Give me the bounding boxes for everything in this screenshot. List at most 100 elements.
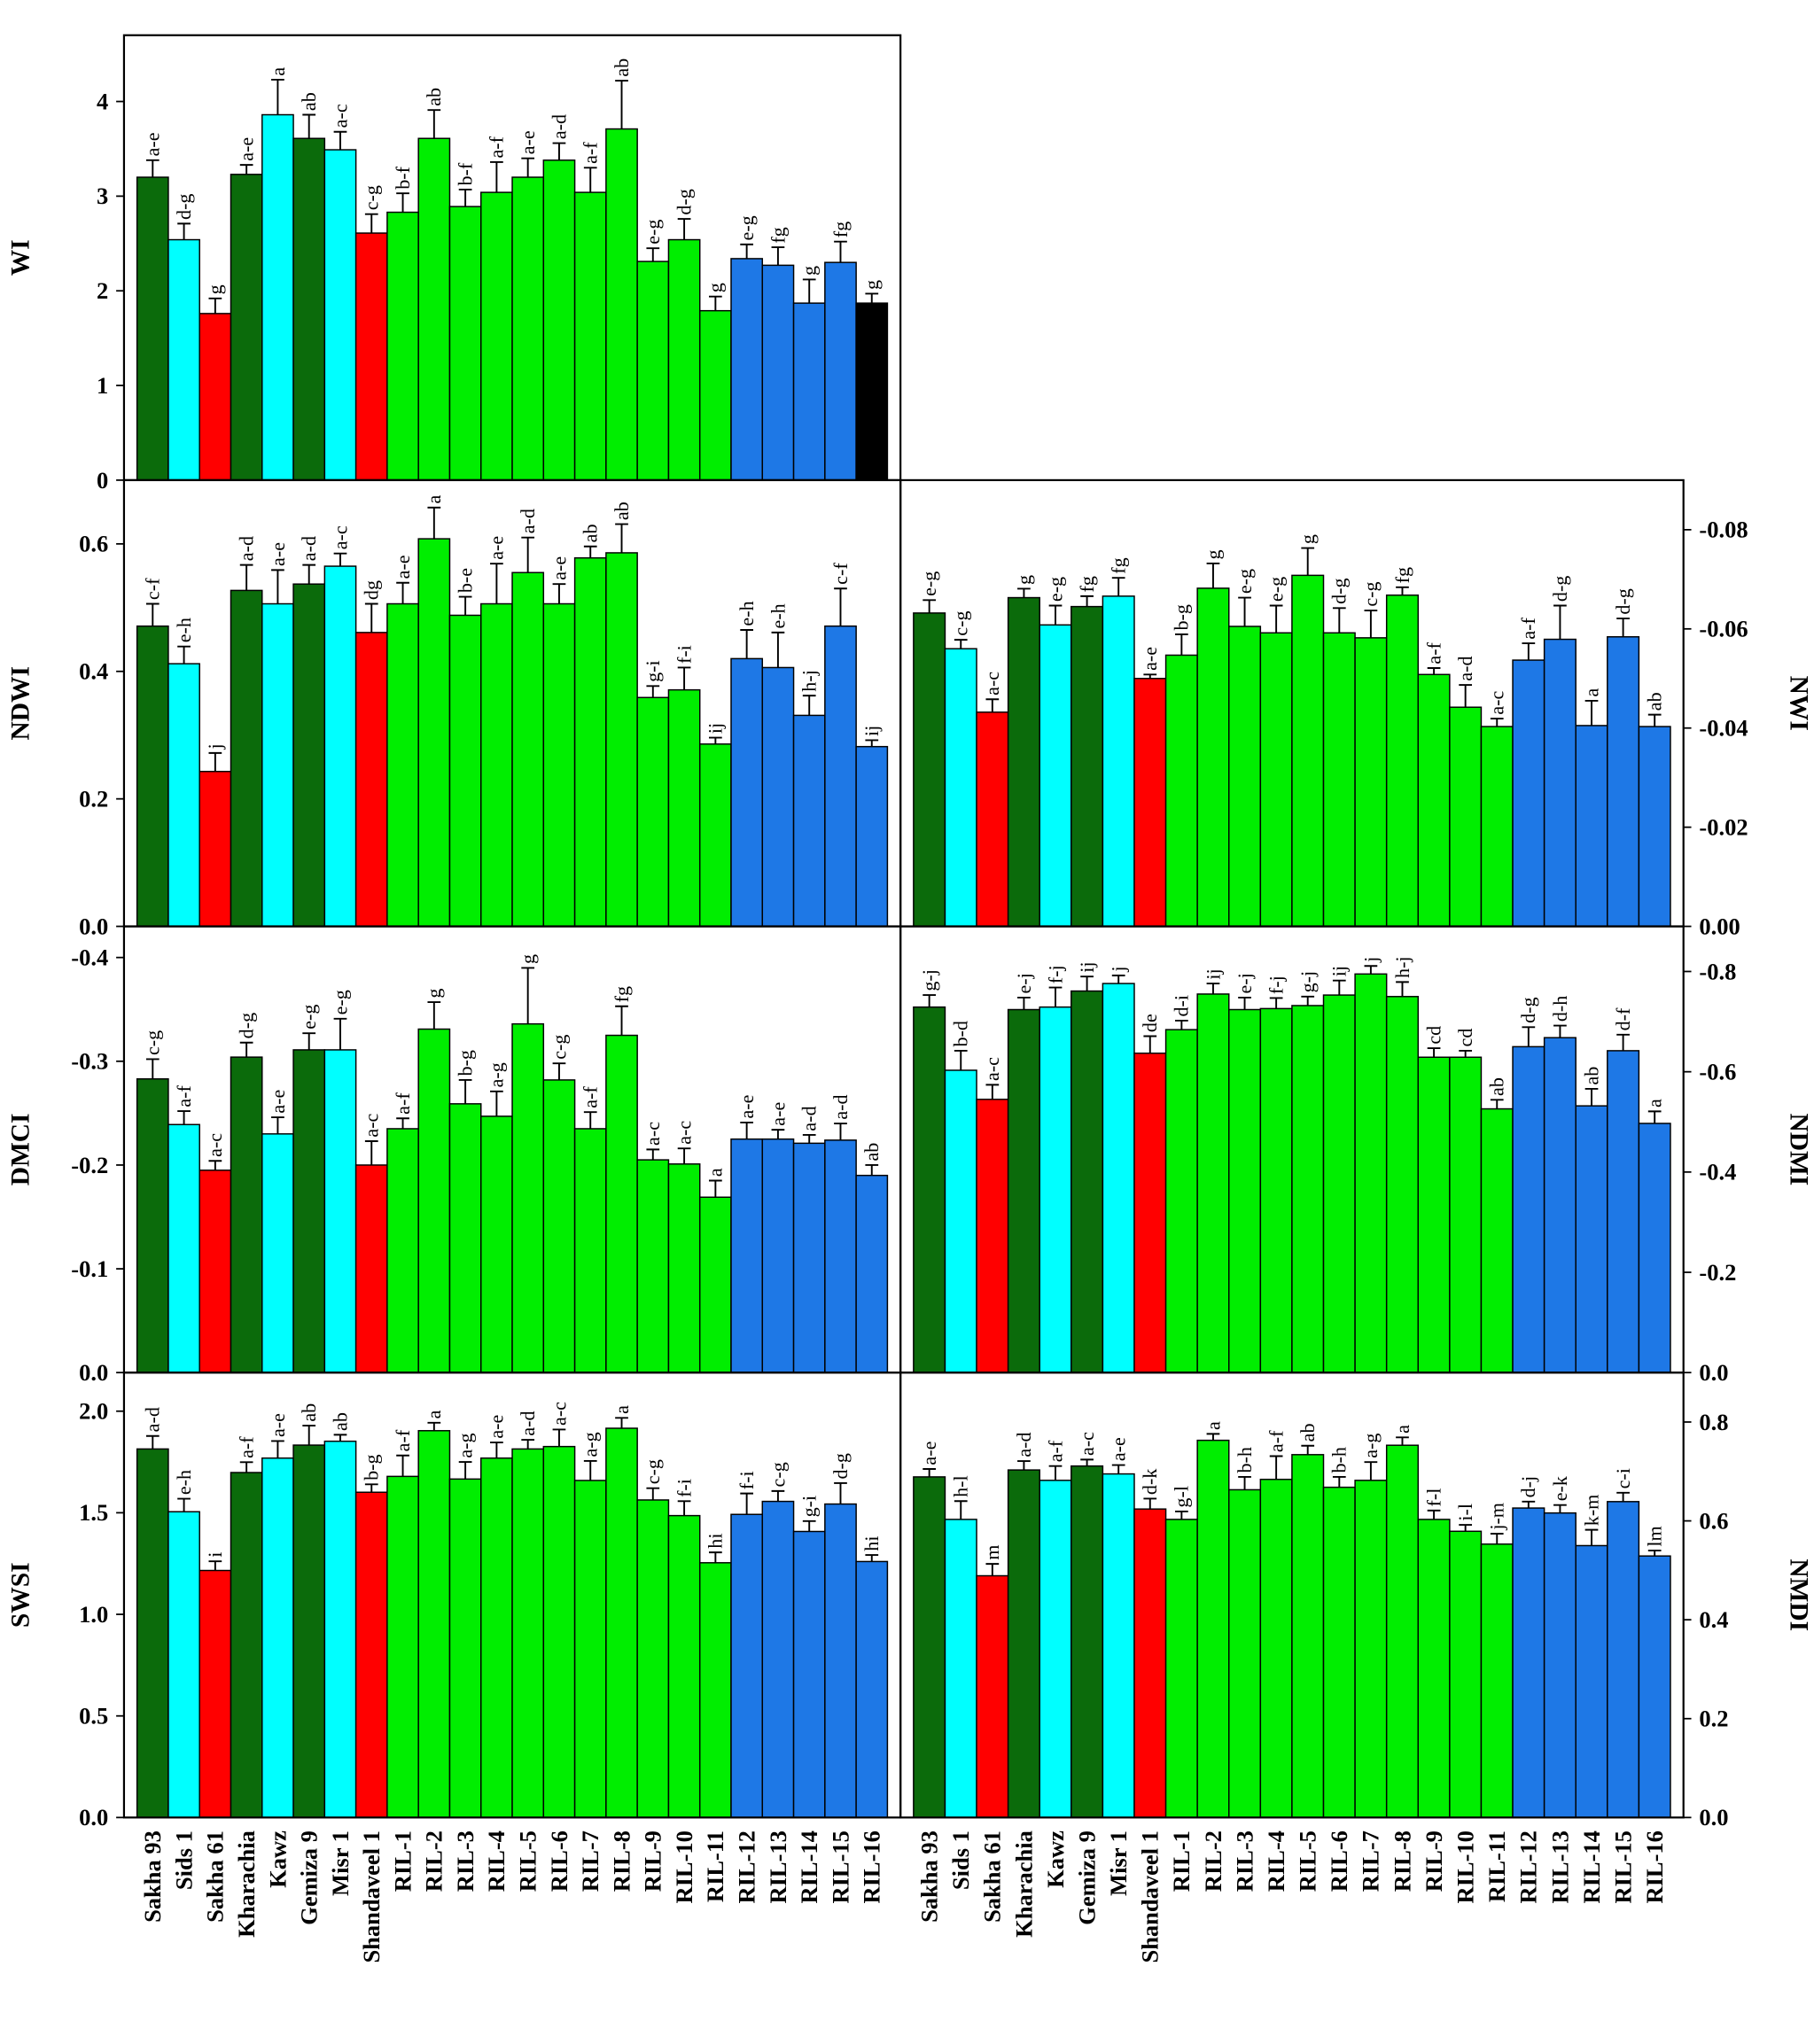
significance-letter: a-c	[361, 1113, 383, 1137]
error-bar	[646, 685, 660, 698]
bar	[636, 696, 670, 928]
significance-letter: b-g	[361, 1454, 383, 1480]
error-bar	[396, 1454, 409, 1477]
bar	[761, 264, 795, 481]
bar	[1228, 626, 1262, 928]
significance-letter: f-j	[1265, 975, 1287, 994]
significance-letter: b-e	[454, 568, 476, 593]
significance-letter: c-g	[950, 610, 972, 635]
significance-letter: a-f	[1044, 1440, 1066, 1462]
bar	[1164, 1519, 1198, 1819]
error-bar	[521, 1439, 535, 1449]
error-bar	[271, 1440, 284, 1458]
error-bar	[954, 1049, 968, 1070]
x-tick-label: RIL-14	[796, 1830, 822, 1903]
error-bar	[771, 1129, 785, 1139]
bar	[1070, 990, 1104, 1373]
x-tick-label: RIL-8	[608, 1830, 635, 1892]
x-tick-label: RIL-8	[1389, 1830, 1415, 1892]
significance-letter: a-f	[1517, 617, 1539, 639]
error-bar	[458, 1461, 472, 1480]
y-tick-label: 0.5	[79, 1703, 108, 1729]
bar	[1133, 1508, 1167, 1819]
bar	[511, 571, 545, 928]
error-bar	[302, 1032, 316, 1050]
bar	[230, 1056, 263, 1373]
significance-letter: ab	[611, 501, 633, 520]
significance-letter: a-c	[204, 1133, 226, 1157]
x-tick-label: RIL-14	[1578, 1830, 1605, 1903]
bar	[698, 1196, 732, 1373]
bar	[480, 1115, 513, 1373]
error-bar	[1332, 1475, 1346, 1488]
significance-letter: a-e	[267, 1089, 289, 1113]
significance-letter: a	[1580, 688, 1602, 697]
error-bar	[302, 563, 316, 585]
y-tick-label: -0.8	[1699, 958, 1736, 984]
x-tick-label: Kawz	[264, 1830, 291, 1888]
x-tick-label: RIL-10	[671, 1830, 697, 1903]
error-bar	[145, 159, 160, 178]
significance-letter: c-f	[142, 578, 164, 600]
bar	[730, 258, 764, 481]
error-bar	[521, 536, 535, 573]
bar	[1291, 1454, 1325, 1819]
bar	[1385, 595, 1420, 928]
error-bar	[1048, 986, 1063, 1007]
significance-letter: g	[705, 283, 727, 292]
error-bar	[1080, 595, 1094, 607]
significance-letter: a-c	[673, 1121, 695, 1145]
significance-letter: c-g	[642, 1459, 664, 1484]
error-bar	[1238, 996, 1251, 1010]
y-tick-label: 2	[97, 277, 108, 304]
bar	[913, 1476, 946, 1819]
error-bar	[1111, 975, 1125, 984]
bar	[792, 1142, 826, 1373]
error-bar	[396, 1117, 409, 1129]
bar	[1164, 654, 1198, 928]
error-bar	[1522, 1500, 1536, 1509]
bar	[261, 1133, 294, 1373]
significance-letter: m	[981, 1545, 1003, 1560]
significance-letter: b-h	[1328, 1447, 1351, 1473]
error-bar	[1427, 1047, 1441, 1058]
x-tick-label: Gemiza 9	[1073, 1830, 1100, 1925]
significance-letter: g-i	[642, 660, 664, 682]
bar	[136, 1448, 169, 1819]
significance-letter: e-g	[918, 571, 940, 596]
error-bar	[708, 736, 722, 744]
bar	[1164, 1029, 1198, 1373]
significance-letter: hi	[860, 1535, 883, 1550]
bar	[824, 1503, 857, 1819]
error-bar	[1522, 1026, 1536, 1047]
error-bar	[677, 666, 691, 690]
error-bar	[708, 295, 722, 311]
bar	[323, 149, 357, 481]
error-bar	[521, 967, 535, 1024]
bar	[1007, 596, 1040, 928]
significance-letter: a-d	[1013, 1432, 1035, 1457]
bar	[792, 1530, 826, 1819]
error-bar	[771, 1489, 785, 1502]
significance-letter: a-c	[329, 104, 351, 128]
error-bar	[1490, 1533, 1504, 1544]
bar	[1607, 1050, 1640, 1373]
significance-letter: ab	[611, 58, 633, 77]
x-tick-label: RIL-16	[859, 1830, 885, 1903]
significance-letter: a-e	[142, 132, 164, 156]
bar	[976, 1099, 1009, 1373]
significance-letter: a-f	[392, 1429, 414, 1451]
error-bar	[1332, 979, 1346, 996]
significance-letter: a-f	[486, 136, 508, 158]
x-tick-label: RIL-9	[640, 1830, 666, 1892]
error-bar	[1553, 1504, 1567, 1513]
significance-letter: a-e	[1139, 647, 1161, 671]
bar	[542, 159, 576, 481]
bar	[855, 1174, 889, 1373]
bar	[1575, 1105, 1608, 1373]
error-bar	[583, 1111, 597, 1129]
bar	[1512, 1045, 1545, 1373]
significance-letter: g	[204, 284, 226, 294]
bar	[573, 1480, 607, 1819]
